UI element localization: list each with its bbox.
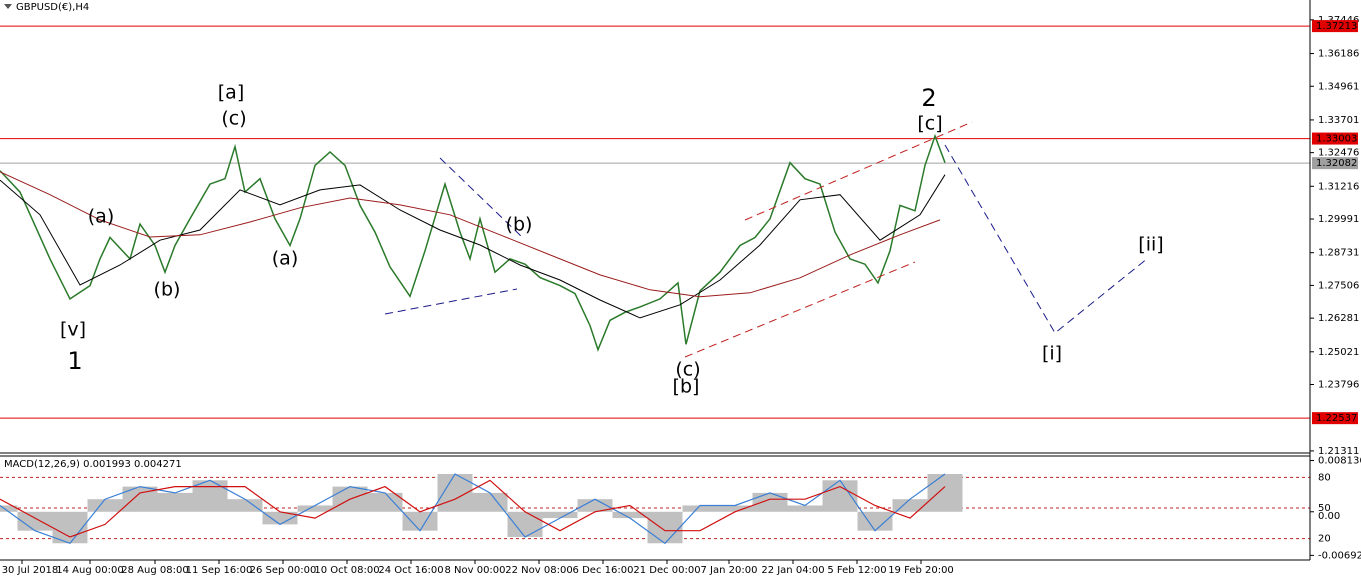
wave-label: (c) xyxy=(221,108,246,130)
macd-histogram-bar xyxy=(507,511,543,537)
macd-histogram-bar xyxy=(857,511,893,531)
level-label: 1.33003 xyxy=(1316,134,1357,145)
y-tick-label: 1.32476 xyxy=(1318,148,1359,159)
macd-histogram-bar xyxy=(52,511,88,544)
macd-histogram-bar xyxy=(367,492,403,512)
macd-histogram-bar xyxy=(612,511,648,519)
macd-signal-line xyxy=(0,479,946,538)
y-tick-label: 1.21311 xyxy=(1318,446,1359,457)
macd-histogram-bar xyxy=(822,480,858,512)
x-tick-label: 22 Jan 04:00 xyxy=(761,565,824,576)
level-label-box xyxy=(1312,157,1358,170)
level-label-box xyxy=(1312,412,1358,425)
y2-tick-label: 20 xyxy=(1318,534,1331,545)
x-tick-label: 28 Aug 08:00 xyxy=(121,565,188,576)
macd-title: MACD(12,26,9) 0.001993 0.004271 xyxy=(4,459,182,470)
y-tick-label: -0.006926 xyxy=(1318,550,1361,561)
wave-label: [i] xyxy=(1042,343,1062,365)
y-tick-label: 1.23796 xyxy=(1318,380,1359,391)
wave-label: (b) xyxy=(506,214,533,236)
macd-histogram-bar xyxy=(647,511,683,544)
macd-histogram-bar xyxy=(227,499,263,512)
y-tick-label: 1.27506 xyxy=(1318,280,1359,291)
trend-lines xyxy=(384,121,1149,358)
trend-line xyxy=(439,157,523,238)
level-label: 1.37213 xyxy=(1316,21,1357,32)
wave-label: 2 xyxy=(921,84,936,112)
x-tick-label: 11 Sep 16:00 xyxy=(186,565,253,576)
y-tick-label: 1.33701 xyxy=(1318,115,1359,126)
macd-histogram-bar xyxy=(297,505,333,512)
projection-line xyxy=(944,144,1149,334)
wave-label: [ii] xyxy=(1138,234,1163,256)
wave-label: 1 xyxy=(67,347,82,375)
macd-panel xyxy=(0,473,1310,545)
y-tick-label: 1.34961 xyxy=(1318,81,1359,92)
macd-histogram-bar xyxy=(262,511,298,525)
price-panel xyxy=(0,25,1310,419)
macd-histogram-bar xyxy=(87,499,123,512)
channel-line xyxy=(744,121,973,221)
wave-label: [v] xyxy=(60,319,86,341)
y-tick-label: 1.31216 xyxy=(1318,181,1359,192)
y-tick-label: 1.29991 xyxy=(1318,214,1359,225)
y2-tick-label: 80 xyxy=(1318,472,1331,483)
symbol-icon xyxy=(4,4,12,9)
x-tick-label: 24 Oct 16:00 xyxy=(378,565,443,576)
price-line xyxy=(0,174,946,319)
macd-histogram-bar xyxy=(402,511,438,531)
y-tick-label: 1.28731 xyxy=(1318,248,1359,259)
x-tick-label: 8 Nov 00:00 xyxy=(444,565,505,576)
macd-histogram-bar xyxy=(0,505,18,512)
wave-label: (a) xyxy=(272,248,298,270)
level-label: 1.32082 xyxy=(1316,158,1357,169)
chart-title: GBPUSD(€),H4 xyxy=(16,2,89,13)
level-label: 1.22537 xyxy=(1316,413,1357,424)
x-tick-label: 7 Jan 20:00 xyxy=(701,565,758,576)
macd-histogram-bar xyxy=(787,505,823,512)
x-tick-label: 21 Dec 00:00 xyxy=(633,565,700,576)
macd-histogram-bar xyxy=(17,511,53,531)
y-tick-label: 1.25021 xyxy=(1318,347,1359,358)
y-tick-label: 0.008136 xyxy=(1318,456,1361,467)
x-tick-label: 6 Dec 16:00 xyxy=(573,565,634,576)
macd-histogram-bar xyxy=(577,499,613,512)
wave-label: (a) xyxy=(88,206,114,228)
wave-label: [b] xyxy=(673,376,700,398)
macd-histogram-bar xyxy=(157,492,193,512)
y2-tick-label: 50 xyxy=(1318,503,1331,514)
y-tick-label: 0.00 xyxy=(1318,511,1340,522)
wave-label: (b) xyxy=(154,279,181,301)
channel-line xyxy=(684,261,916,358)
x-tick-label: 26 Sep 00:00 xyxy=(250,565,317,576)
price-line xyxy=(0,133,946,352)
macd-histogram-bar xyxy=(192,480,228,512)
level-label-box xyxy=(1312,20,1358,33)
x-tick-label: 19 Feb 20:00 xyxy=(888,565,954,576)
macd-histogram-bar xyxy=(542,511,578,519)
x-tick-label: 30 Jul 2018 xyxy=(2,565,59,576)
wave-label: (c) xyxy=(675,359,700,381)
macd-histogram-bar xyxy=(472,492,508,512)
price-line xyxy=(0,171,941,298)
macd-histogram-bar xyxy=(752,492,788,512)
trend-line xyxy=(384,288,518,315)
level-label-box xyxy=(1312,132,1358,145)
x-tick-label: 5 Feb 12:00 xyxy=(827,565,886,576)
x-tick-label: 22 Nov 08:00 xyxy=(505,565,572,576)
wave-label: [c] xyxy=(917,113,942,135)
macd-histogram-bar xyxy=(717,505,753,512)
y-tick-label: 1.36186 xyxy=(1318,49,1359,60)
wave-label: [a] xyxy=(218,82,244,104)
x-tick-label: 10 Oct 08:00 xyxy=(314,565,379,576)
y-tick-label: 1.26281 xyxy=(1318,313,1359,324)
x-tick-label: 14 Aug 00:00 xyxy=(56,565,123,576)
macd-histogram-bar xyxy=(927,474,963,512)
macd-histogram-bar xyxy=(682,505,718,512)
macd-histogram-bar xyxy=(892,499,928,512)
